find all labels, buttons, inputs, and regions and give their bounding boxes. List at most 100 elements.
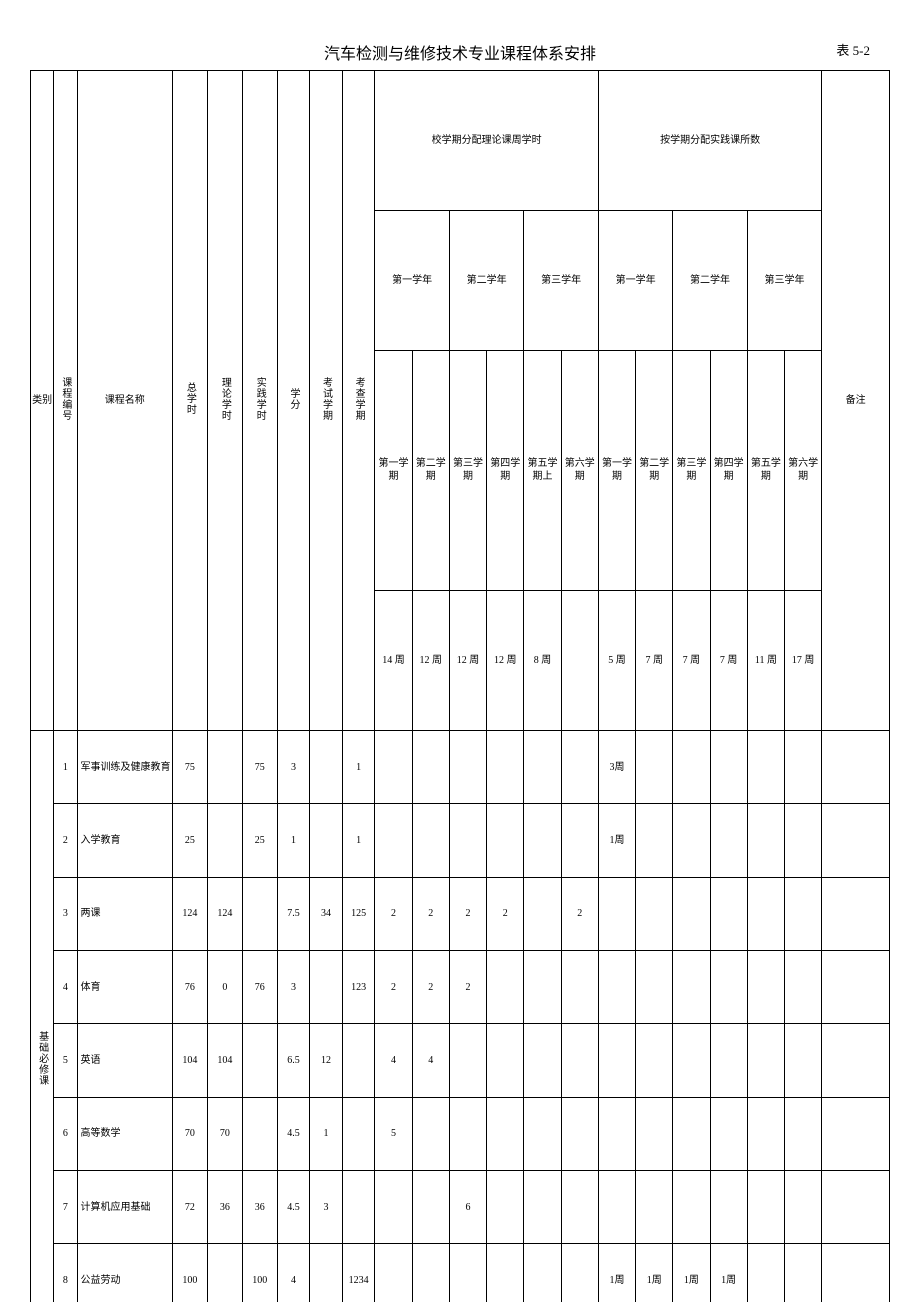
- h-w17: 17 周: [785, 591, 822, 731]
- h-p1: 第一学期: [598, 350, 635, 591]
- cell: 3周: [598, 731, 635, 804]
- cell: [747, 1244, 784, 1302]
- cell: 1234: [342, 1244, 375, 1302]
- h-w8: 8 周: [524, 591, 561, 731]
- cell: 3: [310, 1170, 343, 1243]
- cell: 1: [342, 731, 375, 804]
- cell: [822, 1024, 890, 1097]
- table-row: 4体育760763123222: [31, 950, 890, 1023]
- cell: [487, 1024, 524, 1097]
- cell: [822, 1097, 890, 1170]
- cell: 公益劳动: [77, 1244, 172, 1302]
- cell: [561, 1170, 598, 1243]
- cell: 7: [54, 1170, 77, 1243]
- cell: [449, 804, 486, 877]
- cell: 75: [242, 731, 277, 804]
- cell: 4.5: [277, 1170, 310, 1243]
- cell: 4: [412, 1024, 449, 1097]
- cell: [524, 877, 561, 950]
- h-s1: 第一学期: [375, 350, 412, 591]
- h-s6: 第六学期: [561, 350, 598, 591]
- table-row: 8公益劳动100100412341周1周1周1周: [31, 1244, 890, 1302]
- cell: 100: [172, 1244, 207, 1302]
- cell: 1: [277, 804, 310, 877]
- table-row: 3两课1241247.53412522222: [31, 877, 890, 950]
- cell: [449, 731, 486, 804]
- cell: 36: [242, 1170, 277, 1243]
- h-y3t: 第三学年: [524, 210, 599, 350]
- h-check: 考查学期: [342, 71, 375, 731]
- h-p3: 第三学期: [673, 350, 710, 591]
- cell: [636, 1170, 673, 1243]
- cell: 1周: [636, 1244, 673, 1302]
- cell: 6: [54, 1097, 77, 1170]
- cell: [673, 731, 710, 804]
- cell: 4: [277, 1244, 310, 1302]
- cell: [524, 1097, 561, 1170]
- cell: [342, 1170, 375, 1243]
- h-w7b: 7 周: [673, 591, 710, 731]
- h-cname: 课程名称: [77, 71, 172, 731]
- cell: 104: [207, 1024, 242, 1097]
- cell: 3: [54, 877, 77, 950]
- cell: [207, 804, 242, 877]
- cell: [561, 1024, 598, 1097]
- cat-cell: 基础必修课: [31, 731, 54, 1302]
- cell: 1: [54, 731, 77, 804]
- cell: [785, 1244, 822, 1302]
- cell: [710, 731, 747, 804]
- cell: 104: [172, 1024, 207, 1097]
- cell: 4: [375, 1024, 412, 1097]
- cell: [310, 804, 343, 877]
- cell: [487, 731, 524, 804]
- h-s4: 第四学期: [487, 350, 524, 591]
- cell: [636, 1097, 673, 1170]
- cell: [598, 1097, 635, 1170]
- table-row: 5英语1041046.51244: [31, 1024, 890, 1097]
- cell: 72: [172, 1170, 207, 1243]
- cell: 2: [449, 877, 486, 950]
- cell: [822, 731, 890, 804]
- cell: [524, 804, 561, 877]
- cell: [487, 804, 524, 877]
- cell: 0: [207, 950, 242, 1023]
- cell: 3: [277, 950, 310, 1023]
- cell: 124: [207, 877, 242, 950]
- cell: 高等数学: [77, 1097, 172, 1170]
- cell: 125: [342, 877, 375, 950]
- cell: [342, 1097, 375, 1170]
- cell: [524, 1170, 561, 1243]
- cell: [524, 1024, 561, 1097]
- cell: 36: [207, 1170, 242, 1243]
- cell: [785, 950, 822, 1023]
- cell: [673, 1170, 710, 1243]
- cell: [524, 1244, 561, 1302]
- cell: 5: [375, 1097, 412, 1170]
- h-y1p: 第一学年: [598, 210, 672, 350]
- cell: [598, 950, 635, 1023]
- cell: 75: [172, 731, 207, 804]
- h-y1t: 第一学年: [375, 210, 449, 350]
- cell: [636, 950, 673, 1023]
- cell: [412, 804, 449, 877]
- cell: [561, 950, 598, 1023]
- h-w11: 11 周: [747, 591, 784, 731]
- cell: [412, 1244, 449, 1302]
- cell: [785, 804, 822, 877]
- cell: [449, 1097, 486, 1170]
- cell: [242, 1097, 277, 1170]
- cell: [747, 1170, 784, 1243]
- cell: 4: [54, 950, 77, 1023]
- cell: 34: [310, 877, 343, 950]
- cell: 1周: [598, 1244, 635, 1302]
- cell: [785, 731, 822, 804]
- cell: [242, 1024, 277, 1097]
- h-y3p: 第三学年: [747, 210, 822, 350]
- cell: [524, 731, 561, 804]
- cell: 计算机应用基础: [77, 1170, 172, 1243]
- cell: [487, 950, 524, 1023]
- cell: 2: [375, 950, 412, 1023]
- cell: [561, 731, 598, 804]
- cell: [561, 1097, 598, 1170]
- cell: [822, 877, 890, 950]
